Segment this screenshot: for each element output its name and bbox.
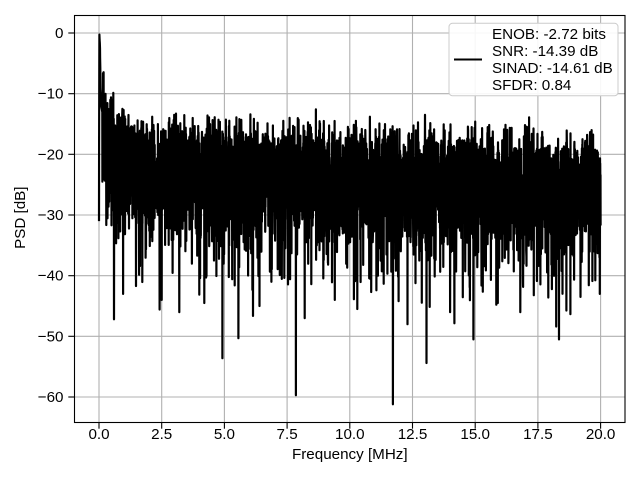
svg-text:PSD [dB]: PSD [dB]	[12, 186, 29, 248]
svg-text:17.5: 17.5	[523, 426, 553, 443]
svg-text:ENOB: -2.72 bits: ENOB: -2.72 bits	[492, 26, 606, 43]
svg-text:−10: −10	[38, 86, 64, 103]
svg-text:10.0: 10.0	[335, 426, 365, 443]
svg-text:−40: −40	[38, 268, 64, 285]
svg-text:−60: −60	[38, 389, 64, 406]
svg-text:7.5: 7.5	[277, 426, 298, 443]
svg-text:SINAD: -14.61 dB: SINAD: -14.61 dB	[492, 60, 613, 77]
svg-text:SFDR: 0.84: SFDR: 0.84	[492, 77, 571, 94]
svg-text:−30: −30	[38, 207, 64, 224]
svg-text:−20: −20	[38, 146, 64, 163]
svg-text:2.5: 2.5	[151, 426, 172, 443]
svg-text:−50: −50	[38, 328, 64, 345]
svg-text:5.0: 5.0	[214, 426, 235, 443]
svg-text:0: 0	[55, 25, 63, 42]
svg-text:Frequency [MHz]: Frequency [MHz]	[292, 446, 408, 463]
svg-text:SNR: -14.39 dB: SNR: -14.39 dB	[492, 43, 598, 60]
svg-text:12.5: 12.5	[398, 426, 428, 443]
svg-text:15.0: 15.0	[460, 426, 490, 443]
svg-text:20.0: 20.0	[586, 426, 616, 443]
svg-text:0.0: 0.0	[88, 426, 109, 443]
